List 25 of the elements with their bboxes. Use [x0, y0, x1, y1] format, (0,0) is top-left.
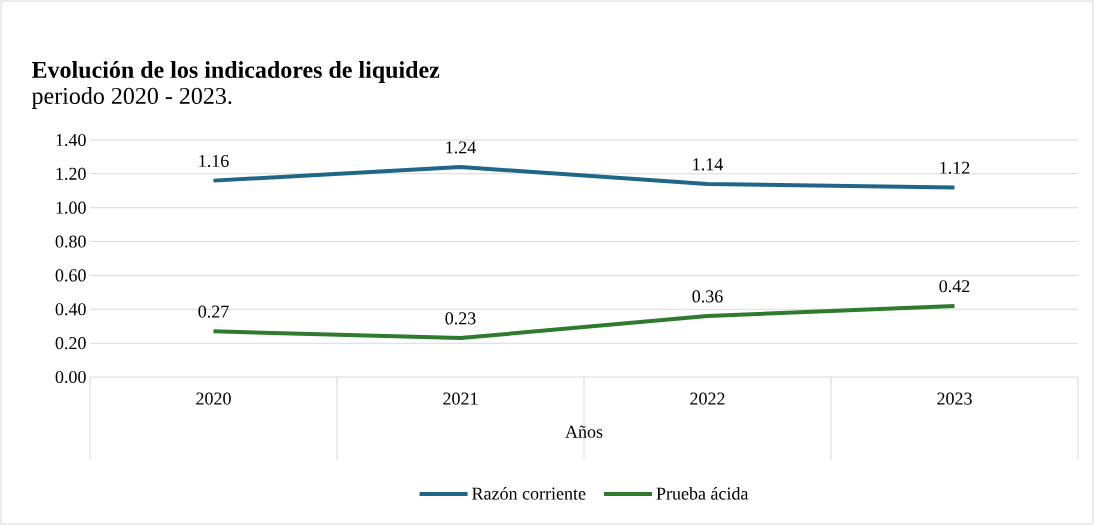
y-tick-label: 1.20 [56, 167, 86, 180]
x-axis-title: Años [565, 425, 603, 438]
data-label: 1.24 [446, 141, 476, 154]
chart-title: Evolución de los indicadores de liquidez [31, 61, 440, 83]
y-tick-label: 0.00 [55, 370, 86, 384]
legend-label: Razón corriente [472, 486, 586, 500]
data-label: 0.36 [692, 290, 723, 303]
x-tick-label: 2020 [196, 392, 231, 405]
x-tick-label: 2023 [937, 392, 972, 405]
y-tick-label: 1.40 [56, 133, 86, 147]
y-tick-label: 1.00 [56, 201, 86, 214]
y-tick-label: 0.40 [55, 303, 86, 316]
data-label: 1.14 [693, 158, 723, 171]
data-label: 1.16 [199, 154, 229, 168]
y-tick-label: 0.20 [55, 337, 86, 350]
x-tick-label: 2021 [443, 392, 478, 405]
data-label: 0.42 [939, 280, 970, 293]
data-label: 1.12 [940, 161, 970, 174]
x-tick-label: 2022 [690, 392, 725, 405]
chart-subtitle: periodo 2020 - 2023. [31, 87, 232, 109]
data-label: 0.27 [198, 305, 229, 318]
y-tick-label: 0.80 [55, 235, 86, 248]
y-tick-label: 0.60 [55, 269, 86, 282]
data-label: 0.23 [445, 312, 476, 325]
legend-label: Prueba ácida [656, 486, 749, 500]
